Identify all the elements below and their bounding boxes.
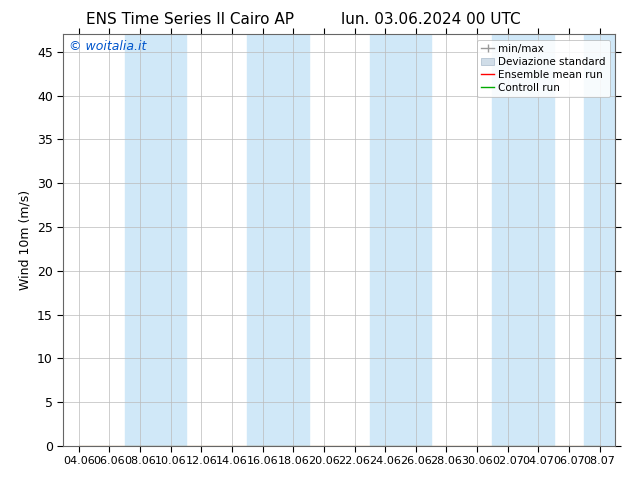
Text: ENS Time Series Il Cairo AP: ENS Time Series Il Cairo AP (86, 12, 294, 27)
Text: lun. 03.06.2024 00 UTC: lun. 03.06.2024 00 UTC (341, 12, 521, 27)
Bar (493, 34, 553, 446)
Text: © woitalia.it: © woitalia.it (69, 41, 146, 53)
Bar (247, 34, 309, 446)
Bar (125, 34, 186, 446)
Bar (585, 34, 615, 446)
Bar (370, 34, 431, 446)
Legend: min/max, Deviazione standard, Ensemble mean run, Controll run: min/max, Deviazione standard, Ensemble m… (477, 40, 610, 97)
Y-axis label: Wind 10m (m/s): Wind 10m (m/s) (18, 190, 32, 290)
